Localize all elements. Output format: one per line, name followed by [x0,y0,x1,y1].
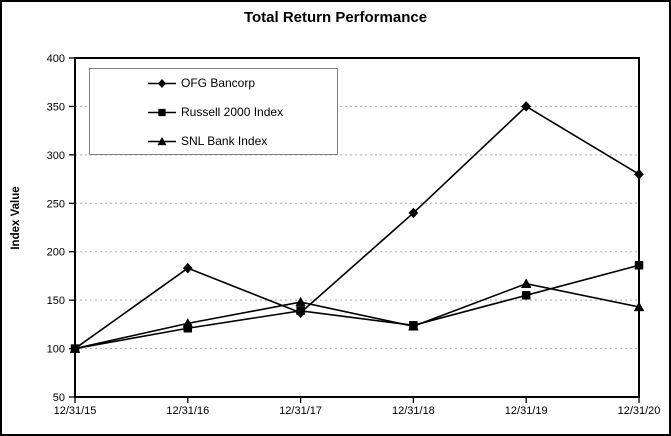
diamond-marker [634,168,644,180]
series-line-0 [74,105,640,350]
square-marker [70,344,80,353]
legend-item-ofg-bancorp: OFG Bancorp [148,72,255,94]
legend-label: Russell 2000 Index [181,105,284,119]
y-tick-label: 200 [47,247,65,259]
square-marker [183,323,193,333]
legend-label: OFG Bancorp [181,76,256,90]
square-marker [634,261,644,270]
legend-item-russell-2000-index: Russell 2000 Index [148,101,283,123]
square-marker [296,306,305,316]
x-tick-label: 12/31/19 [505,405,548,417]
legend-marker-triangle-icon [148,136,176,145]
legend-marker-diamond-icon [148,78,176,88]
triangle-glyph [157,136,167,145]
square-marker [409,321,418,330]
triangle-marker [520,278,532,288]
legend-marker-square-icon [148,108,176,116]
triangle-marker [295,296,306,307]
y-tick-label: 50 [53,392,65,404]
x-tick-label: 12/31/20 [618,405,661,417]
y-tick-label: 250 [47,198,65,210]
legend-label: SNL Bank Index [181,134,268,148]
y-tick-label: 400 [47,53,65,65]
diamond-glyph [157,78,167,88]
y-tick-label: 150 [47,295,65,307]
diamond-marker [182,262,193,274]
triangle-marker [633,301,645,312]
chart-title: Total Return Performance [243,9,428,26]
square-glyph [158,108,166,116]
diamond-marker [521,101,532,112]
y-tick-label: 300 [47,150,65,162]
y-tick-label: 350 [47,101,65,113]
x-tick-label: 12/31/16 [166,405,209,417]
x-tick-label: 12/31/15 [54,405,97,417]
x-tick-label: 12/31/18 [392,405,435,417]
y-tick-label: 100 [47,344,65,356]
legend: OFG Bancorp Russell 2000 Index SNL Bank … [89,68,338,155]
series-line-1 [74,264,640,350]
square-marker [521,291,531,300]
plot-frame [74,57,640,398]
x-tick-label: 12/31/17 [279,405,322,417]
diamond-marker [408,207,419,219]
legend-item-snl-bank-index: SNL Bank Index [148,130,267,152]
y-axis-title: Index Value [10,186,22,250]
series-line-2 [74,282,640,350]
